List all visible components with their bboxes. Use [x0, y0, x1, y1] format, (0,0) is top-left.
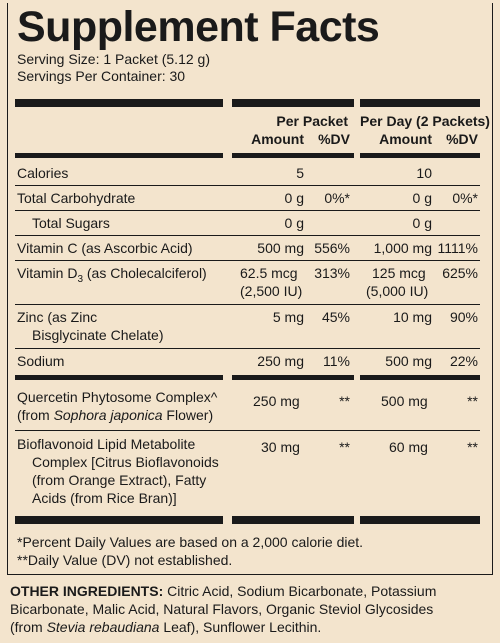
row-dv-1: 556% — [314, 240, 350, 256]
row-divider — [15, 210, 480, 211]
other-ingredients-line3: (from Stevia rebaudiana Leaf), Sunflower… — [10, 618, 490, 636]
row-name-part: Flower) — [162, 407, 214, 423]
row-name-line2: Bisglycinate Chelate) — [32, 327, 164, 343]
row-divider — [15, 235, 480, 236]
row-amount-1: 5 mg — [272, 309, 304, 325]
row-name: Total Carbohydrate — [17, 190, 136, 206]
row-dv-2: 625% — [442, 265, 478, 281]
other-ingredients-text: Citric Acid, Sodium Bicarbonate, Potassi… — [163, 583, 437, 599]
row-name-part: (as Cholecalciferol) — [83, 265, 207, 281]
supplement-facts-panel: Supplement Facts Serving Size: 1 Packet … — [7, 3, 493, 575]
header-thick-bar — [360, 99, 480, 107]
row-amount-1: 250 mg — [253, 393, 300, 409]
row-divider — [15, 348, 480, 349]
row-name: Calories — [17, 165, 69, 181]
row-name-line4: Acids (from Rice Bran)] — [32, 490, 177, 506]
row-amount-2: 10 — [416, 165, 432, 181]
row-dv-1: 11% — [323, 353, 350, 369]
serving-size: Serving Size: 1 Packet (5.12 g) — [17, 51, 210, 67]
col-dv-2: %DV — [446, 131, 478, 147]
row-amount-1: 250 mg — [257, 353, 304, 369]
row-name-subscript: 3 — [77, 273, 83, 285]
row-amount-1: 500 mg — [257, 240, 304, 256]
row-name-line3: (from Orange Extract), Fatty — [32, 472, 207, 488]
col-per-packet: Per Packet — [276, 113, 348, 129]
row-amount-1: 30 mg — [261, 439, 300, 455]
row-amount-2-iu: (5,000 IU) — [366, 283, 429, 299]
other-ingredients: OTHER INGREDIENTS: Citric Acid, Sodium B… — [10, 582, 490, 636]
row-name: Bioflavonoid Lipid Metabolite — [17, 436, 196, 452]
footnote-dv: *Percent Daily Values are based on a 2,0… — [17, 534, 364, 550]
row-amount-2: 125 mcg — [372, 265, 426, 281]
row-dv-2: 1111% — [437, 240, 478, 256]
section-mid-bar — [15, 375, 223, 380]
panel-title: Supplement Facts — [17, 3, 380, 51]
row-name: Zinc (as Zinc — [17, 309, 98, 325]
col-dv-1: %DV — [318, 131, 350, 147]
header-thick-bar — [15, 99, 223, 107]
row-dv-2: 0%* — [452, 190, 478, 206]
other-ingredients-line1: OTHER INGREDIENTS: Citric Acid, Sodium B… — [10, 582, 490, 600]
row-divider — [15, 430, 480, 431]
col-amount-2: Amount — [379, 131, 432, 147]
row-dv-1: ** — [339, 439, 350, 455]
row-name: Total Sugars — [32, 215, 110, 231]
servings-per-container: Servings Per Container: 30 — [17, 68, 186, 84]
footnote-not-established: **Daily Value (DV) not established. — [17, 552, 233, 568]
row-dv-2: ** — [467, 393, 478, 409]
row-divider — [15, 185, 480, 186]
row-amount-2: 500 mg — [381, 393, 428, 409]
col-amount-1: Amount — [251, 131, 304, 147]
other-ingredients-italic: Stevia rebaudiana — [46, 619, 160, 635]
row-name-line2: (from Sophora japonica Flower) — [17, 407, 213, 424]
other-ingredients-part: Leaf), Sunflower Lecithin. — [159, 619, 322, 635]
row-name-part: (from — [17, 407, 54, 423]
row-amount-1: 0 g — [284, 190, 304, 206]
row-dv-1: 313% — [314, 265, 350, 281]
row-name-italic: Sophora japonica — [53, 407, 163, 423]
row-amount-1: 5 — [296, 165, 304, 181]
header-mid-bar — [15, 153, 223, 158]
row-amount-1-iu: (2,500 IU) — [240, 283, 303, 299]
row-amount-2: 1,000 mg — [373, 240, 432, 256]
header-mid-bar — [232, 153, 354, 158]
col-per-day: Per Day (2 Packets) — [360, 113, 490, 129]
row-amount-2: 60 mg — [389, 439, 428, 455]
row-name: Quercetin Phytosome Complex^ — [17, 389, 218, 405]
row-divider — [15, 304, 480, 305]
row-dv-2: 90% — [449, 309, 478, 325]
row-amount-2: 10 mg — [393, 309, 432, 325]
row-name: Vitamin D3 (as Cholecalciferol) — [17, 265, 207, 288]
other-ingredients-part: (from — [10, 619, 47, 635]
row-name: Vitamin C (as Ascorbic Acid) — [17, 240, 193, 256]
row-divider — [15, 260, 480, 261]
row-amount-2: 0 g — [412, 215, 432, 231]
row-amount-1: 0 g — [284, 215, 304, 231]
row-dv-2: ** — [467, 439, 478, 455]
row-name-part: Vitamin D — [17, 265, 78, 281]
header-thick-bar — [232, 99, 354, 107]
row-name-line2: Complex [Citrus Bioflavonoids — [32, 454, 219, 470]
header-mid-bar — [360, 153, 480, 158]
other-ingredients-line2: Bicarbonate, Malic Acid, Natural Flavors… — [10, 601, 434, 617]
row-amount-1: 62.5 mcg — [240, 265, 298, 281]
bottom-thick-bar — [360, 516, 480, 524]
section-mid-bar — [360, 375, 480, 380]
row-dv-1: ** — [339, 393, 350, 409]
section-mid-bar — [232, 375, 354, 380]
bottom-thick-bar — [232, 516, 354, 524]
panel-bottom-border — [7, 574, 493, 575]
bottom-thick-bar — [15, 516, 223, 524]
row-dv-1: 0%* — [324, 190, 350, 206]
row-dv-2: 22% — [449, 353, 478, 369]
other-ingredients-label: OTHER INGREDIENTS: — [10, 583, 164, 599]
row-name: Sodium — [17, 353, 65, 369]
row-dv-1: 45% — [321, 309, 350, 325]
row-amount-2: 0 g — [412, 190, 432, 206]
row-amount-2: 500 mg — [385, 353, 432, 369]
